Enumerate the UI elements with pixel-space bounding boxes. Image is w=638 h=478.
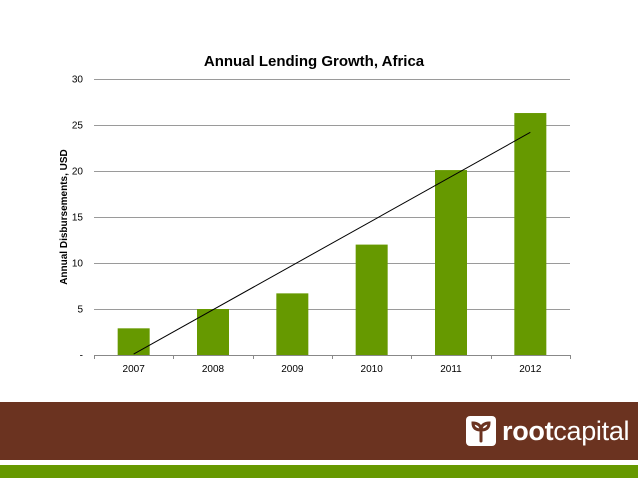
footer-gap [0,460,638,465]
x-axis [94,355,571,359]
y-tick-label: 20 [72,167,84,178]
x-tick-labels: 2007 2008 2009 2010 2011 2012 [123,364,542,375]
y-tick-label: 15 [72,213,84,224]
root-capital-logo: rootcapital [466,413,630,449]
bar-2012 [514,113,547,355]
brand-name: rootcapital [502,416,630,446]
footer-band [0,402,638,460]
x-tick-label: 2010 [361,364,384,375]
gridlines [94,79,570,310]
y-tick-label: 5 [77,305,83,316]
x-tick-label: 2011 [440,364,462,375]
x-tick-label: 2007 [123,364,146,375]
x-tick-label: 2012 [519,364,542,375]
footer-stripe [0,465,638,478]
y-axis-title: Annual Disbursements, USD [59,149,70,285]
y-tick-label: - [80,351,83,362]
y-tick-label: 30 [72,75,84,86]
bar-2007 [117,328,150,355]
brand-name-regular: capital [553,416,630,446]
y-tick-label: 10 [72,259,84,270]
bar-2008 [197,309,229,355]
chart-title: Annual Lending Growth, Africa [204,53,425,70]
x-tick-label: 2008 [202,364,225,375]
bar-2009 [276,293,309,355]
trendline [133,131,531,355]
bar-2011 [435,170,467,355]
y-tick-labels: - 5 10 15 20 25 30 [72,75,84,362]
y-tick-label: 25 [72,121,84,132]
brand-name-bold: root [502,416,554,446]
bar-2010 [355,244,388,355]
annual-lending-chart: Annual Lending Growth, Africa Annual Dis… [59,53,571,375]
x-tick-label: 2009 [281,364,304,375]
trendline-layer [133,131,531,355]
sprout-icon [466,416,496,446]
bars [117,113,547,355]
